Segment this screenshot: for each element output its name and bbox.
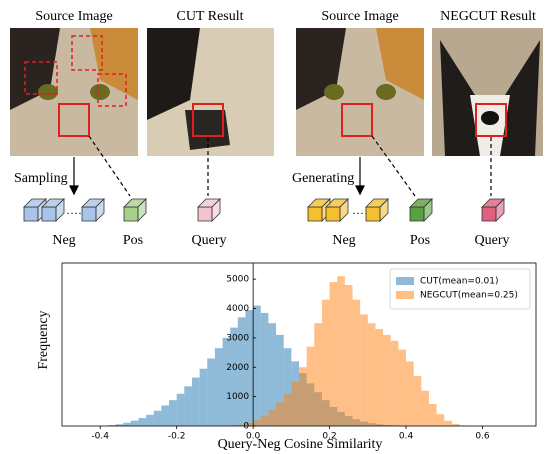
feature-cube <box>482 199 504 221</box>
histogram-bar <box>192 378 200 426</box>
histogram-bar <box>391 341 399 426</box>
source-image <box>10 28 138 156</box>
histogram-bar <box>138 418 146 426</box>
histogram-bar <box>261 313 269 426</box>
histogram-bar <box>161 405 169 426</box>
histogram-bar <box>330 282 338 426</box>
histogram-bar <box>223 338 231 426</box>
x-tick-label: -0.2 <box>168 432 186 442</box>
histogram-bar <box>284 394 292 426</box>
cube-front <box>326 207 340 221</box>
y-axis-label: Frequency <box>36 310 51 369</box>
panel-title: CUT Result <box>176 9 243 24</box>
y-tick-label: 2000 <box>226 363 249 373</box>
cube-front <box>410 207 424 221</box>
histogram-bar <box>123 423 131 426</box>
histogram-bar <box>215 348 223 426</box>
pos-label: Pos <box>123 233 143 248</box>
x-tick-label: 0.2 <box>322 432 336 442</box>
y-tick-label: 5000 <box>226 275 249 285</box>
cube-front <box>42 207 56 221</box>
histogram-bar <box>268 410 276 426</box>
histogram-bar <box>184 386 192 426</box>
plot: -0.4 -0.2 0.0 0.2 0.4 0.6 0 1000 2000 3000 4000 500… <box>62 263 536 442</box>
feature-cube <box>82 199 104 221</box>
histogram-bar <box>398 350 406 426</box>
x-tick-label: 0.0 <box>246 432 261 442</box>
cube-front <box>82 207 96 221</box>
y-tick-label: 4000 <box>226 304 249 314</box>
cube-front <box>198 207 212 221</box>
histogram-bar <box>444 421 452 426</box>
x-tick-label: 0.6 <box>475 432 490 442</box>
action-label: Sampling <box>14 171 68 186</box>
histogram-bar <box>131 421 139 426</box>
panel-title: NEGCUT Result <box>440 9 536 24</box>
legend-swatch <box>396 277 414 285</box>
pos-label: Pos <box>410 233 430 248</box>
legend-box <box>390 269 530 309</box>
histogram-bar <box>345 285 353 426</box>
neg-label: Neg <box>332 233 355 248</box>
feature-cube <box>124 199 146 221</box>
histogram-bar <box>154 411 162 426</box>
histogram-bar <box>437 414 445 426</box>
neg-label: Neg <box>52 233 75 248</box>
action-label: Generating <box>292 171 354 186</box>
legend-swatch <box>396 291 414 299</box>
histogram-bar <box>177 394 185 426</box>
cut-result-image <box>147 28 274 156</box>
cube-front <box>366 207 380 221</box>
histogram-bar <box>383 335 391 426</box>
legend-label: NEGCUT(mean=0.25) <box>420 291 518 301</box>
histogram-bar <box>276 403 284 426</box>
source-image <box>296 28 424 156</box>
histogram-bar <box>414 376 422 426</box>
negcut-result-image <box>432 28 543 156</box>
cube-front <box>482 207 496 221</box>
panel-title: Source Image <box>321 9 398 24</box>
histogram-bar <box>146 415 154 426</box>
histogram-bar <box>291 382 299 426</box>
y-tick-label: 0 <box>243 422 249 432</box>
histogram-bar <box>200 369 208 426</box>
histogram-bar <box>429 404 437 426</box>
histogram-bar <box>375 329 383 426</box>
histogram-bar <box>421 391 429 426</box>
histogram-bar <box>353 300 361 426</box>
y-tick-label: 3000 <box>226 333 249 343</box>
histogram-bar <box>337 276 345 426</box>
feature-cube <box>198 199 220 221</box>
histogram-bar <box>169 400 177 426</box>
histogram-bar <box>307 347 315 426</box>
x-tick-label: 0.4 <box>399 432 414 442</box>
legend-label: CUT(mean=0.01) <box>420 277 499 287</box>
cube-front <box>308 207 322 221</box>
histogram-bar <box>253 306 261 426</box>
histogram-bar <box>261 416 269 426</box>
x-tick-label: -0.4 <box>91 432 109 442</box>
histogram-bar <box>322 300 330 426</box>
y-tick-label: 1000 <box>226 392 249 402</box>
histogram-bar <box>253 420 261 426</box>
x-axis-label: Query-Neg Cosine Similarity <box>218 437 383 452</box>
cube-front <box>24 207 38 221</box>
feature-cube <box>366 199 388 221</box>
histogram-bar <box>299 367 307 426</box>
panel-title: Source Image <box>35 9 112 24</box>
histogram-bar <box>314 323 322 426</box>
cube-front <box>124 207 138 221</box>
feature-cube <box>410 199 432 221</box>
histogram-bar <box>360 314 368 426</box>
histogram-bar <box>368 323 376 426</box>
histogram-bar <box>406 361 414 426</box>
query-label: Query <box>475 233 510 248</box>
histogram-bar <box>207 358 215 426</box>
figure: Source Image CUT Result Source Image NEG… <box>0 0 554 454</box>
query-label: Query <box>192 233 227 248</box>
